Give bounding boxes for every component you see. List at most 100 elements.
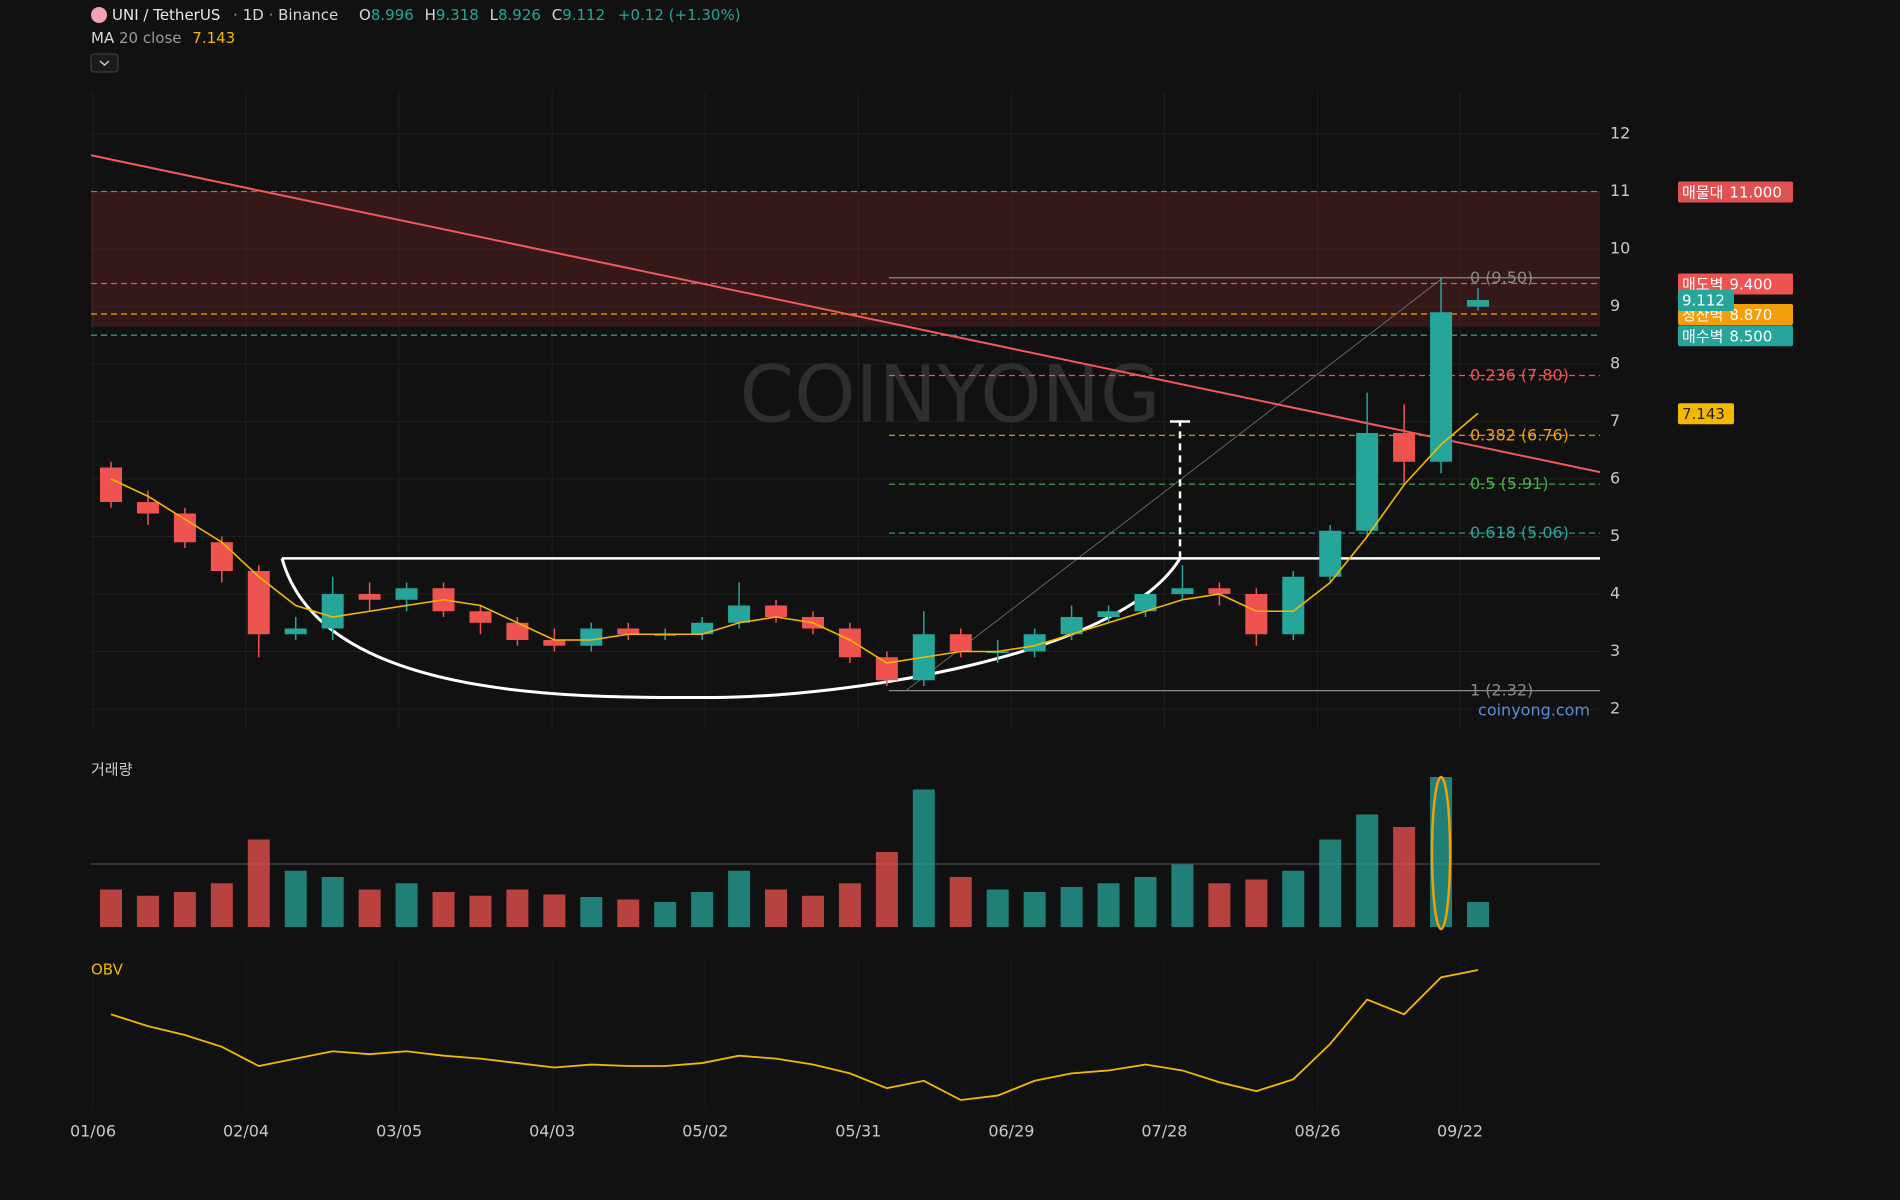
volume-bar <box>1356 814 1379 927</box>
obv-line <box>110 969 1479 1101</box>
ohlc-value: 9.318 <box>436 6 479 24</box>
volume-bar <box>543 894 566 927</box>
fib-ratio: 0.618 <box>1470 523 1516 542</box>
y-tick-label: 3 <box>1610 641 1620 660</box>
exchange: Binance <box>278 6 338 24</box>
volume-bar <box>765 889 788 927</box>
y-tick-label: 7 <box>1610 411 1620 430</box>
y-tick-label: 8 <box>1610 354 1620 373</box>
collapse-icon <box>99 60 110 67</box>
price-tag <box>1678 273 1793 295</box>
volume-bar <box>284 870 307 927</box>
source: coinyong.com <box>1478 701 1590 720</box>
x-tick-label: 08/26 <box>1294 1122 1340 1141</box>
volume-bar <box>395 883 418 927</box>
ma-line <box>110 412 1479 664</box>
y-tick-label: 9 <box>1610 296 1620 315</box>
candle-body <box>321 594 344 629</box>
candle-body <box>1319 530 1342 577</box>
price-tag <box>1678 403 1734 425</box>
candle-body <box>838 628 861 658</box>
volume-bar <box>1467 902 1490 927</box>
collapse-button[interactable] <box>90 53 119 73</box>
volume-bar <box>1097 883 1120 927</box>
volume-bar <box>136 895 159 927</box>
fib-ratio: 0.382 <box>1470 425 1516 444</box>
price-tag-label: 매물대 11.000 <box>1682 183 1782 201</box>
resistance-zone <box>91 191 1600 327</box>
level-name: 매도벽 <box>1682 275 1723 293</box>
volume-bar <box>986 889 1009 927</box>
candle-body <box>1393 433 1416 462</box>
y-tick-label: 10 <box>1610 239 1630 258</box>
change: +0.12 (+1.30%) <box>618 6 741 24</box>
x-tick-label: 05/02 <box>682 1122 728 1141</box>
volume-bar <box>1245 879 1268 927</box>
candle-body <box>580 628 603 646</box>
level-name: 매수벽 <box>1682 327 1723 345</box>
ohlc-label: C <box>552 6 562 24</box>
candle-body <box>1208 588 1231 594</box>
fib-ratio: 0.236 <box>1470 365 1516 384</box>
x-tick-label: 03/05 <box>376 1122 422 1141</box>
volume-bar <box>691 892 714 927</box>
fib-value: (9.50) <box>1485 267 1533 286</box>
volume-bar <box>1023 892 1046 927</box>
candle-body <box>1245 594 1268 635</box>
fib-label: 0.618 (5.06) <box>1470 523 1569 542</box>
trendline <box>90 154 1601 474</box>
fib-ratio: 0 <box>1470 267 1480 286</box>
volume-bar <box>949 877 972 927</box>
level-value: 8.870 <box>1729 305 1772 323</box>
level-value: 9.400 <box>1729 275 1772 293</box>
volume-bar <box>1282 870 1305 927</box>
y-tick-label: 6 <box>1610 469 1620 488</box>
volume-title: 거래량 <box>91 761 133 779</box>
volume-bar <box>875 852 898 927</box>
obv-title: OBV <box>91 961 124 979</box>
header: UNI / TetherUS · 1D · Binance O8.996 H9.… <box>112 6 741 24</box>
candle-body <box>284 628 307 635</box>
price-tag-label: 매도벽 9.400 <box>1682 275 1772 293</box>
candle-body <box>136 502 159 514</box>
ma-period: 20 <box>119 29 138 47</box>
x-tick-label: 09/22 <box>1437 1122 1483 1141</box>
candle-body <box>506 622 529 640</box>
fib-value: (5.06) <box>1521 523 1569 542</box>
ohlc-label: H <box>425 6 436 24</box>
fib-label: 1 (2.32) <box>1470 680 1533 699</box>
candle-body <box>617 628 640 635</box>
ohlc-value: 8.926 <box>498 6 541 24</box>
ma-legend: MA 20 close 7.143 <box>91 29 235 47</box>
volume-bar <box>617 899 640 927</box>
ma-value: 7.143 <box>192 29 235 47</box>
volume-bar <box>321 877 344 927</box>
volume-bar <box>1393 827 1416 927</box>
candle-body <box>1134 594 1157 612</box>
volume-bar <box>838 883 861 927</box>
symbol-icon <box>91 7 107 23</box>
fib-label: 0.382 (6.76) <box>1470 425 1569 444</box>
y-tick-label: 5 <box>1610 526 1620 545</box>
fib-label: 0.5 (5.91) <box>1470 474 1549 493</box>
y-tick-label: 2 <box>1610 699 1620 718</box>
volume-bar <box>432 892 455 927</box>
price-tag <box>1678 325 1793 347</box>
volume-bar <box>912 789 935 927</box>
candle-body <box>691 622 714 635</box>
level-value: 11.000 <box>1729 183 1782 201</box>
volume-bar <box>1060 887 1083 927</box>
volume-bar <box>1134 877 1157 927</box>
volume-bar <box>1208 883 1231 927</box>
volume-bar <box>358 889 381 927</box>
volume-bar <box>469 895 492 927</box>
candle-body <box>949 634 972 652</box>
volume-bar <box>1319 839 1342 927</box>
dot: · <box>269 6 274 24</box>
fib-label: 0 (9.50) <box>1470 267 1533 286</box>
plot: 01/06 02/04 03/05 04/03 05/02 05/31 06/29 07/28… <box>70 92 1793 1141</box>
fib-label: 0.236 (7.80) <box>1470 365 1569 384</box>
ohlc-value: 8.996 <box>371 6 414 24</box>
volume-bar <box>728 870 751 927</box>
